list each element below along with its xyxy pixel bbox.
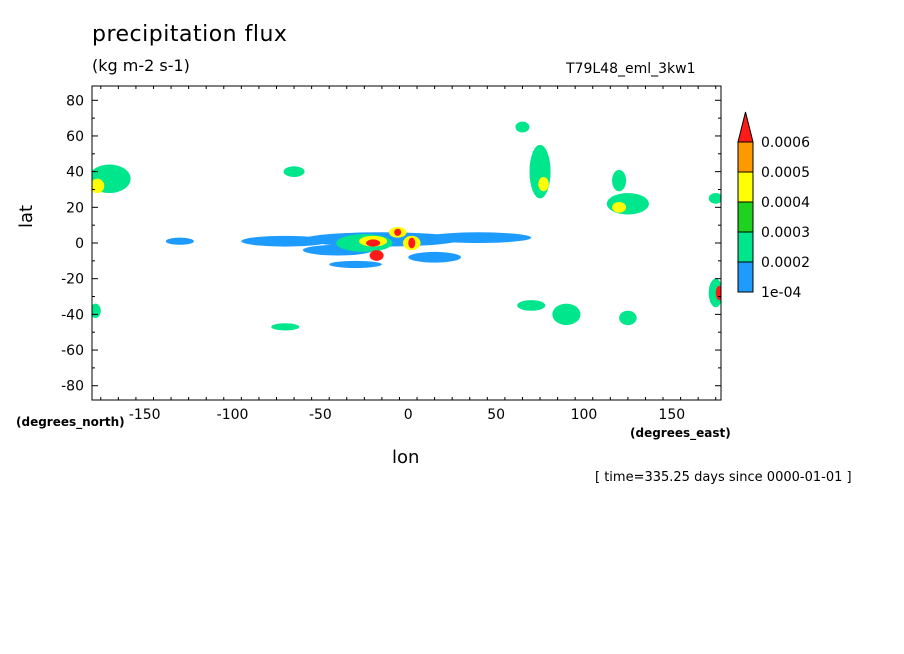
y-tick-label: 80 [66, 93, 84, 109]
precip-region [552, 303, 581, 326]
x-tick-label: 100 [571, 407, 598, 423]
precip-region [283, 166, 305, 177]
y-tick-label: 40 [66, 165, 84, 181]
colorbar-label: 1e-04 [761, 285, 801, 301]
precip-region [517, 300, 546, 311]
precip-region [408, 237, 416, 249]
colorbar-label: 0.0004 [761, 195, 810, 211]
precip-region [366, 239, 381, 247]
y-tick-label: 0 [75, 236, 84, 252]
y-tick-label: -80 [61, 379, 84, 395]
precip-region [715, 285, 721, 301]
precip-region [329, 260, 382, 268]
colorbar-label: 0.0002 [761, 255, 810, 271]
precip-region [708, 193, 721, 204]
y-tick-label: -60 [61, 343, 84, 359]
x-tick-label: -50 [309, 407, 332, 423]
precip-region [612, 169, 627, 192]
colorbar-swatch [737, 231, 754, 263]
precip-region [515, 121, 530, 133]
y-axis-label: lat [16, 204, 37, 228]
precip-region [612, 201, 627, 213]
colorbar-swatch [737, 201, 754, 233]
x-axis-units: (degrees_east) [630, 426, 731, 440]
chart-title: precipitation flux [92, 22, 288, 47]
colorbar-swatch [737, 261, 754, 293]
colorbar-label: 0.0005 [761, 165, 810, 181]
precip-region [606, 193, 649, 215]
x-tick-label: 0 [404, 407, 413, 423]
colorbar-swatch [737, 141, 754, 173]
x-axis-label: lon [392, 447, 420, 468]
y-tick-label: -40 [61, 307, 84, 323]
chart-units: (kg m-2 s-1) [92, 56, 190, 75]
precip-region [241, 235, 330, 247]
colorbar-label: 0.0003 [761, 225, 810, 241]
colorbar-swatch [737, 171, 754, 203]
colorbar: 1e-04 0.0002 0.0003 0.0004 0.0005 0.0006 [737, 111, 810, 301]
precip-region [619, 310, 637, 326]
y-axis-units: (degrees_north) [16, 415, 125, 429]
precip-region [425, 232, 532, 243]
field-fill-layer [92, 121, 721, 331]
precip-region [538, 176, 549, 192]
axis-tick-labels: -150 -100 -50 0 50 100 150 80 60 40 20 0 -20 -40 -60 -8… [61, 93, 685, 423]
precip-region [92, 178, 105, 194]
y-tick-label: 20 [66, 200, 84, 216]
axis-ticks [92, 86, 721, 400]
colorbar-overflow-triangle [737, 111, 754, 143]
x-tick-label: -150 [129, 407, 161, 423]
precip-region [529, 144, 551, 199]
precip-region [271, 323, 300, 331]
precip-region [708, 278, 721, 308]
x-tick-label: 150 [658, 407, 685, 423]
precip-region [408, 251, 461, 263]
time-stamp: [ time=335.25 days since 0000-01-01 ] [595, 470, 852, 485]
dataset-name: T79L48_eml_3kw1 [566, 61, 696, 77]
precip-region [394, 228, 402, 236]
precip-region [165, 237, 194, 245]
y-tick-label: 60 [66, 129, 84, 145]
colorbar-label: 0.0006 [761, 135, 810, 151]
x-tick-label: 50 [487, 407, 505, 423]
y-tick-label: -20 [61, 272, 84, 288]
precip-region [369, 250, 384, 261]
x-tick-label: -100 [217, 407, 249, 423]
